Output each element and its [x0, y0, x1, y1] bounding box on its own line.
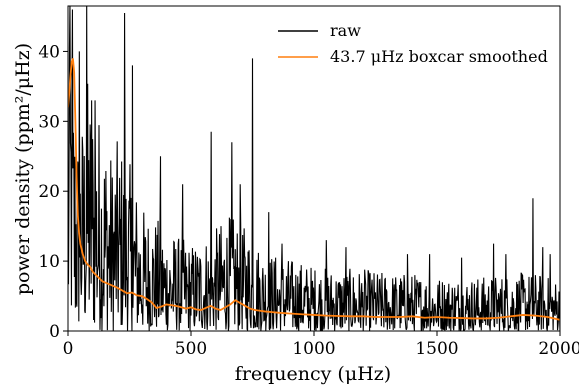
x-tick-label: 2000: [538, 339, 579, 359]
legend-raw-label: raw: [330, 21, 361, 40]
x-axis-label: frequency (μHz): [235, 363, 391, 385]
x-tick-label: 1500: [415, 339, 458, 359]
legend-smoothed-label: 43.7 μHz boxcar smoothed: [330, 47, 548, 66]
x-tick-label: 500: [175, 339, 207, 359]
legend: raw 43.7 μHz boxcar smoothed: [278, 21, 548, 66]
plot-layer: [68, 6, 560, 331]
x-tick-label: 1000: [292, 339, 335, 359]
series-raw-line: [68, 6, 560, 331]
series-smoothed-line: [68, 58, 560, 321]
y-tick-label: 30: [38, 112, 60, 132]
x-tick-label: 0: [63, 339, 74, 359]
y-tick-label: 10: [38, 252, 60, 272]
y-axis-label: power density (ppm²/μHz): [12, 43, 34, 295]
y-tick-label: 40: [38, 42, 60, 62]
axes-layer: 0 500 1000 1500 2000 0 10 20 30 40: [38, 5, 579, 359]
y-tick-label: 0: [49, 322, 60, 342]
y-tick-label: 20: [38, 182, 60, 202]
